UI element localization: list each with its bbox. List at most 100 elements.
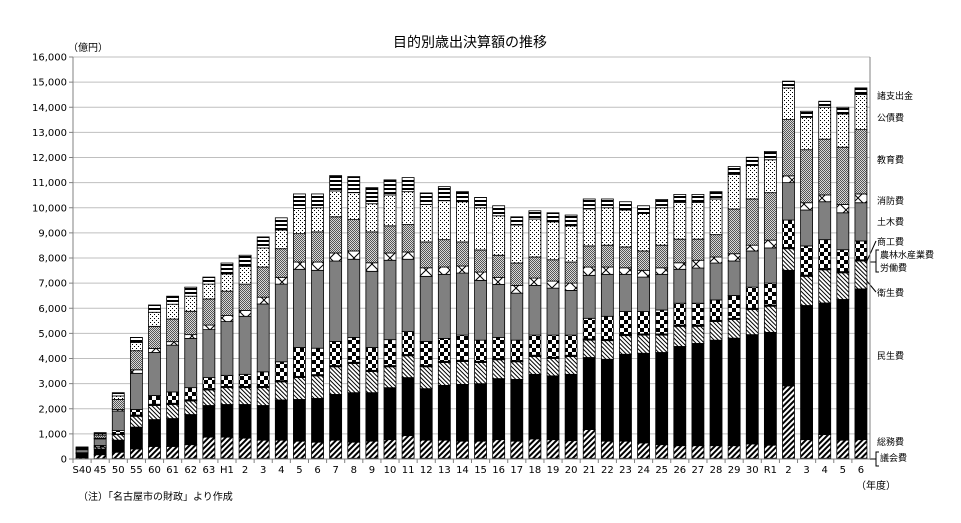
bar-segment-衛生費 <box>709 321 723 341</box>
bar-segment-消防費 <box>854 193 868 204</box>
bar-segment-総務費 <box>166 446 180 459</box>
bar-segment-諸支出金 <box>709 191 723 200</box>
x-tick-label: 6 <box>858 465 864 476</box>
bar-segment-商工費 <box>619 311 632 335</box>
bar-segment-民生費 <box>274 399 288 441</box>
bar-segment-教育費 <box>836 146 850 205</box>
bar-stack <box>202 276 216 460</box>
x-tick-label: 4 <box>278 465 284 476</box>
y-tick-label: 4,000 <box>38 354 67 365</box>
bar-segment-商工費 <box>148 395 161 405</box>
bar-segment-総務費 <box>93 454 107 460</box>
y-tick-label: 15,000 <box>32 78 67 89</box>
bar-segment-公債費 <box>111 395 125 400</box>
bar-segment-消防費 <box>129 369 143 374</box>
bar-segment-公債費 <box>256 247 270 268</box>
bar-stack <box>75 446 89 460</box>
x-tick-label: 60 <box>148 465 161 476</box>
x-tick-label: 55 <box>130 465 143 476</box>
x-tick-label: 19 <box>547 465 560 476</box>
bar-segment-消防費 <box>836 204 850 214</box>
bar-segment-土木費 <box>238 315 252 375</box>
bar-segment-民生費 <box>419 388 433 441</box>
bar-stack <box>148 304 161 460</box>
bar-segment-総務費 <box>673 445 687 459</box>
bar-segment-衛生費 <box>166 404 180 419</box>
bar-segment-公債費 <box>673 202 687 240</box>
bar-segment-諸支出金 <box>782 80 795 89</box>
bar-segment-商工費 <box>474 339 487 362</box>
bar-segment-商工費 <box>401 330 415 355</box>
bar-segment-総務費 <box>492 439 506 459</box>
bar-segment-消防費 <box>510 284 524 294</box>
bar-segment-民生費 <box>564 373 578 442</box>
bar-segment-衛生費 <box>148 405 161 420</box>
bar-segment-諸支出金 <box>456 191 469 203</box>
bar-segment-公債費 <box>800 116 814 151</box>
bar-segment-諸支出金 <box>329 175 343 192</box>
leader-line <box>865 240 877 264</box>
leader-bracket <box>870 249 879 273</box>
bar-segment-消防費 <box>582 266 596 276</box>
legend-label: 消防費 <box>877 195 904 207</box>
bar-segment-衛生費 <box>745 309 759 336</box>
bar-segment-土木費 <box>75 449 89 454</box>
bar-segment-商工費 <box>383 339 397 366</box>
bar-segment-衛生費 <box>782 248 795 271</box>
bar-stack <box>745 156 759 460</box>
bar-segment-教育費 <box>655 244 669 269</box>
bar-segment-衛生費 <box>347 363 361 394</box>
bar-segment-総務費 <box>202 436 216 459</box>
bar-segment-公債費 <box>220 273 234 292</box>
bar-stack <box>546 212 560 460</box>
bar-segment-民生費 <box>836 299 850 441</box>
bar-stack <box>311 193 324 460</box>
y-tick-label: 0 <box>61 455 67 466</box>
bar-segment-土木費 <box>365 270 379 348</box>
bar-segment-諸支出金 <box>148 304 161 313</box>
bar-segment-土木費 <box>184 337 198 389</box>
bar-segment-衛生費 <box>546 358 560 377</box>
bar-segment-民生費 <box>238 404 252 439</box>
x-tick-label: 18 <box>529 465 542 476</box>
bar-stack <box>492 205 506 460</box>
source-note: （注）「名古屋市の財政」より作成 <box>78 490 233 503</box>
bar-stack <box>782 80 795 460</box>
bar-segment-民生費 <box>256 405 270 441</box>
bar-segment-民生費 <box>727 337 741 447</box>
bar-segment-民生費 <box>202 405 216 438</box>
x-axis-unit: （年度） <box>856 479 896 492</box>
x-tick-label: 2 <box>785 465 791 476</box>
bar-segment-民生費 <box>528 373 542 440</box>
bar-segment-衛生費 <box>456 361 469 385</box>
bar-segment-商工費 <box>709 299 723 321</box>
bar-segment-総務費 <box>238 437 252 459</box>
bar-segment-土木費 <box>256 303 270 373</box>
bar-segment-消防費 <box>528 277 542 286</box>
bar-segment-公債費 <box>184 295 198 312</box>
bar-segment-土木費 <box>564 290 578 336</box>
bar-segment-土木費 <box>383 259 397 341</box>
bar-segment-衛生費 <box>528 356 542 375</box>
x-tick-label: 61 <box>166 465 179 476</box>
bar-segment-衛生費 <box>564 356 578 375</box>
bar-segment-公債費 <box>383 194 397 227</box>
bar-segment-民生費 <box>709 339 723 447</box>
bar-segment-土木費 <box>727 260 741 296</box>
bar-segment-公債費 <box>419 204 433 243</box>
bar-segment-諸支出金 <box>129 336 143 343</box>
bar-stack <box>129 336 143 460</box>
bar-segment-教育費 <box>619 246 632 269</box>
bar-segment-土木費 <box>619 273 632 312</box>
bar-segment-土木費 <box>220 321 234 376</box>
bar-segment-公債費 <box>854 94 868 131</box>
bar-segment-衛生費 <box>818 269 832 304</box>
bar-segment-商工費 <box>238 373 252 387</box>
bar-segment-商工費 <box>437 337 451 362</box>
bar-segment-土木費 <box>673 268 687 304</box>
bar-segment-教育費 <box>456 241 469 267</box>
bar-segment-衛生費 <box>510 361 524 380</box>
bar-segment-公債費 <box>274 229 288 250</box>
bar-segment-総務費 <box>383 439 397 459</box>
x-tick-label: 63 <box>202 465 215 476</box>
